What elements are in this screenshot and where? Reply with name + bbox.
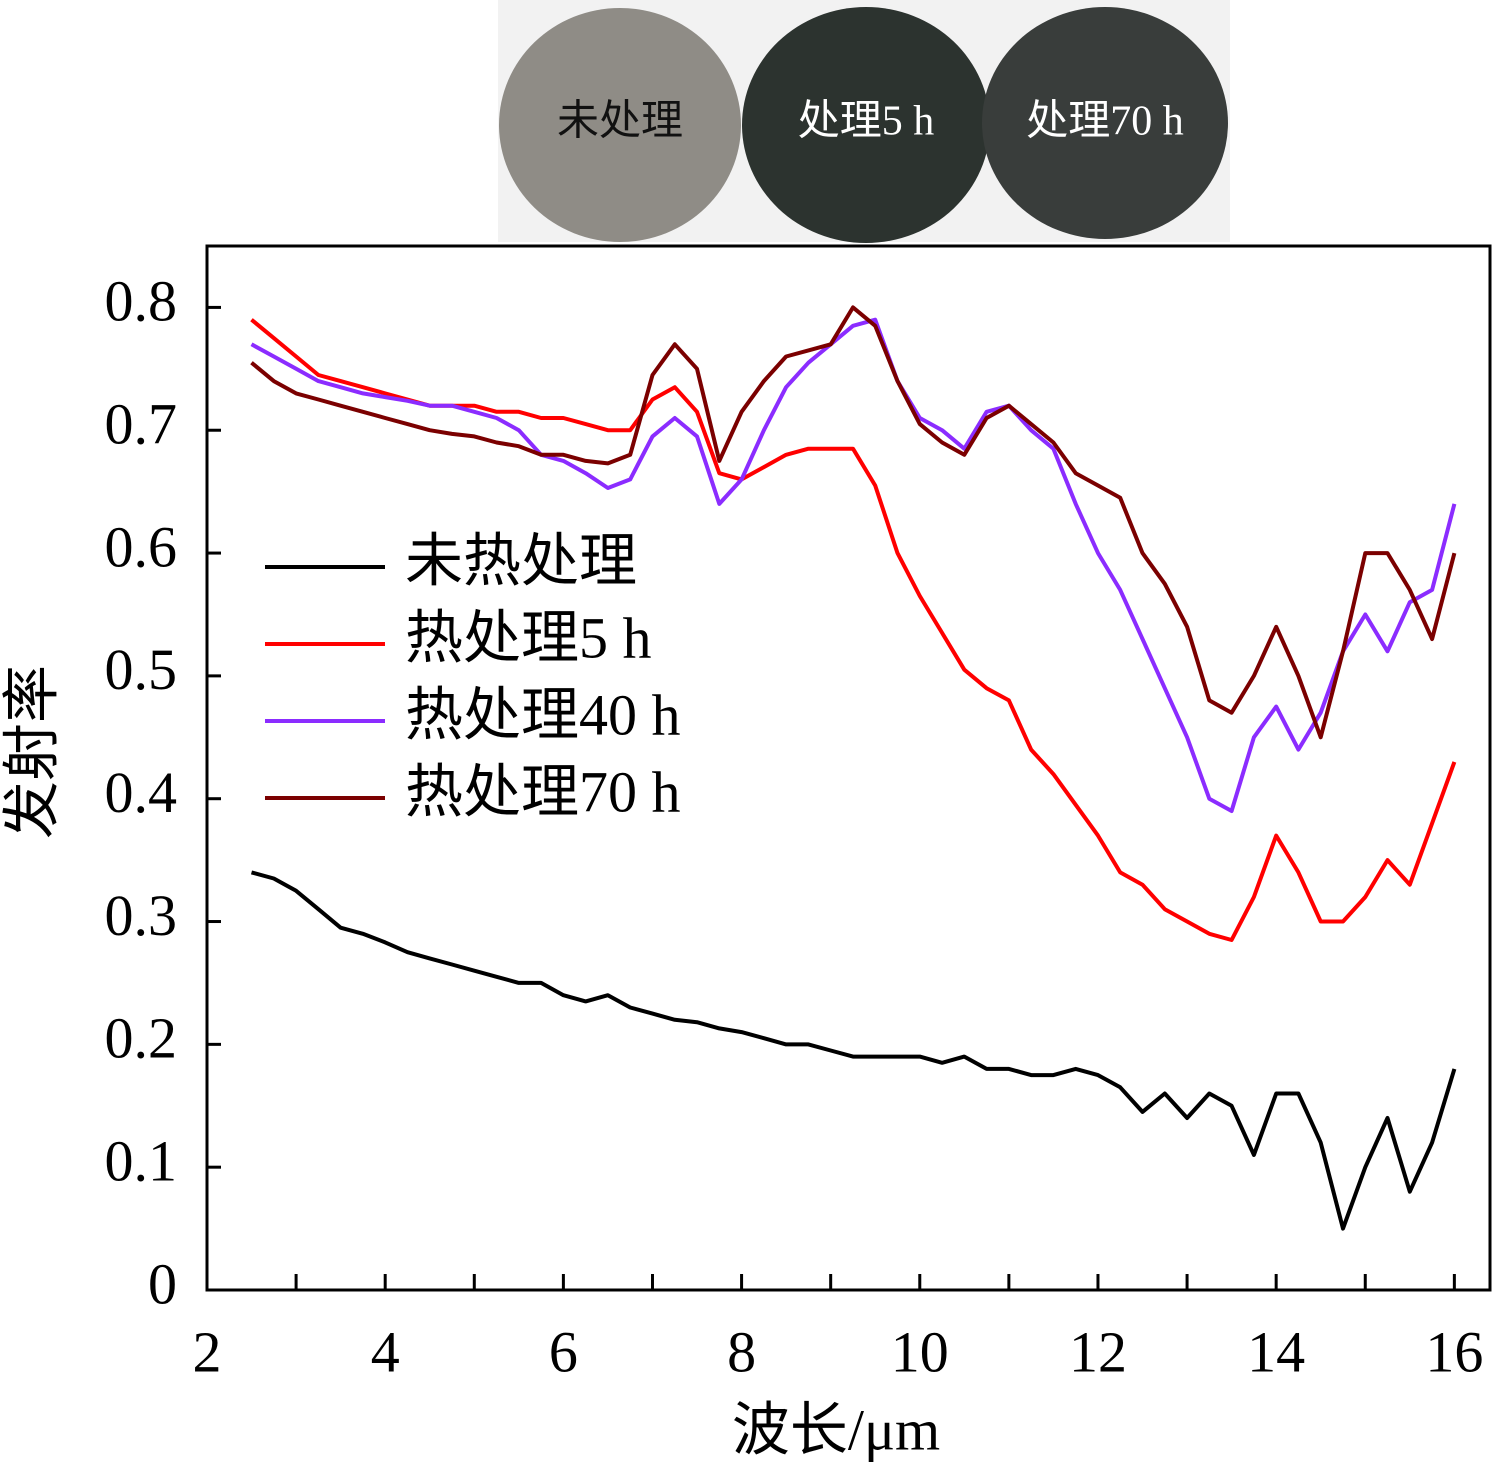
plot-frame [205, 244, 1492, 1292]
y-tick-label: 0.7 [105, 392, 178, 457]
sample-disc [742, 7, 990, 243]
data-line [250, 870, 1457, 1231]
legend-label: 热处理40 h [405, 682, 681, 747]
sample-disc [982, 7, 1228, 239]
sample-disc [499, 8, 741, 242]
y-tick-label: 0 [148, 1251, 177, 1316]
x-tick-label: 12 [1069, 1319, 1127, 1384]
x-tick-label: 6 [549, 1319, 578, 1384]
y-tick-label: 0.5 [105, 637, 178, 702]
photo-label: 未处理 [557, 99, 683, 145]
legend-label: 未热处理 [405, 528, 637, 593]
x-tick-label: 14 [1247, 1319, 1305, 1384]
x-tick-label: 16 [1425, 1319, 1483, 1384]
legend-label: 热处理70 h [405, 759, 681, 824]
x-tick-label: 10 [891, 1319, 949, 1384]
y-tick-label: 0.2 [105, 1006, 178, 1071]
data-line [250, 305, 1457, 740]
y-tick-label: 0.4 [105, 760, 178, 825]
x-tick-label: 4 [371, 1319, 400, 1384]
y-tick-label: 0.8 [105, 269, 178, 334]
photo: 未处理 处理5 h 处理70 h [498, 0, 1230, 243]
y-tick-label: 0.3 [105, 883, 178, 948]
x-tick-label: 8 [727, 1319, 756, 1384]
data-line [250, 317, 1457, 813]
x-tick-label: 2 [193, 1319, 222, 1384]
x-axis-label: 波长/μm [732, 1397, 940, 1462]
legend-label: 热处理5 h [405, 605, 652, 670]
photo-label: 处理5 h [798, 99, 935, 145]
y-tick-label: 0.6 [105, 514, 178, 579]
y-tick-label: 0.1 [105, 1128, 178, 1193]
photo-label: 处理70 h [1026, 99, 1184, 145]
y-axis-label: 发射率 [0, 665, 64, 839]
